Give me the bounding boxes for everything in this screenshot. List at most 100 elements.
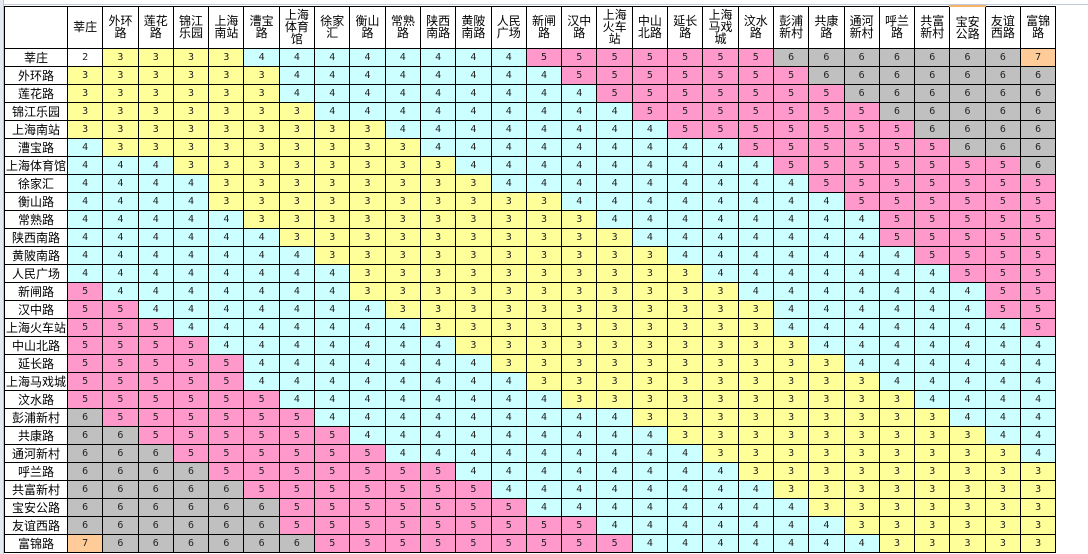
fare-cell[interactable]: 4: [349, 84, 386, 103]
fare-cell[interactable]: 3: [843, 516, 880, 535]
fare-cell[interactable]: 4: [490, 390, 527, 409]
fare-cell[interactable]: 6: [984, 138, 1022, 157]
fare-cell[interactable]: 4: [314, 300, 351, 319]
fare-cell[interactable]: 4: [137, 156, 174, 175]
fare-cell[interactable]: 4: [102, 264, 139, 283]
fare-cell[interactable]: 5: [243, 390, 280, 409]
fare-cell[interactable]: 4: [278, 282, 316, 301]
fare-cell[interactable]: 3: [490, 228, 527, 247]
fare-cell[interactable]: 4: [208, 264, 245, 283]
fare-cell[interactable]: 4: [172, 192, 210, 211]
fare-cell[interactable]: 5: [102, 318, 139, 337]
fare-cell[interactable]: 4: [490, 444, 527, 463]
fare-cell[interactable]: 4: [596, 480, 633, 499]
fare-cell[interactable]: 4: [667, 534, 704, 553]
fare-cell[interactable]: 4: [349, 300, 386, 319]
fare-cell[interactable]: 3: [808, 480, 845, 499]
column-header[interactable]: 汉中路: [561, 5, 598, 49]
fare-cell[interactable]: 4: [737, 282, 774, 301]
fare-cell[interactable]: 5: [984, 156, 1022, 175]
fare-cell[interactable]: 4: [667, 228, 704, 247]
fare-cell[interactable]: 3: [878, 534, 916, 553]
fare-cell[interactable]: 3: [702, 372, 739, 391]
fare-cell[interactable]: 5: [984, 264, 1022, 283]
fare-cell[interactable]: 4: [667, 444, 704, 463]
fare-cell[interactable]: 4: [808, 228, 845, 247]
fare-cell[interactable]: 4: [949, 354, 986, 373]
fare-cell[interactable]: 4: [314, 102, 351, 121]
fare-cell[interactable]: 6: [102, 426, 139, 445]
fare-cell[interactable]: 6: [208, 480, 245, 499]
fare-cell[interactable]: 4: [737, 174, 774, 193]
fare-cell[interactable]: 4: [349, 48, 386, 67]
fare-cell[interactable]: 6: [208, 498, 245, 517]
fare-cell[interactable]: 3: [384, 138, 421, 157]
fare-cell[interactable]: 4: [102, 246, 139, 265]
fare-cell[interactable]: 5: [561, 516, 598, 535]
fare-cell[interactable]: 4: [384, 372, 421, 391]
fare-cell[interactable]: 4: [384, 84, 421, 103]
fare-cell[interactable]: 3: [984, 480, 1022, 499]
row-header[interactable]: 上海南站: [4, 120, 68, 139]
column-header[interactable]: 共富新村: [914, 5, 951, 49]
fare-cell[interactable]: 6: [102, 444, 139, 463]
fare-cell[interactable]: 4: [172, 228, 210, 247]
fare-cell[interactable]: 5: [455, 534, 492, 553]
fare-cell[interactable]: 4: [1020, 336, 1057, 355]
fare-cell[interactable]: 5: [843, 192, 880, 211]
fare-cell[interactable]: 3: [525, 246, 563, 265]
fare-cell[interactable]: 3: [878, 444, 916, 463]
fare-cell[interactable]: 4: [278, 246, 316, 265]
fare-cell[interactable]: 6: [66, 444, 104, 463]
fare-cell[interactable]: 6: [243, 534, 280, 553]
fare-cell[interactable]: 4: [808, 264, 845, 283]
fare-cell[interactable]: 6: [66, 498, 104, 517]
fare-cell[interactable]: 6: [949, 102, 986, 121]
fare-cell[interactable]: 5: [419, 462, 457, 481]
fare-cell[interactable]: 4: [137, 264, 174, 283]
fare-cell[interactable]: 5: [314, 534, 351, 553]
fare-cell[interactable]: 3: [949, 462, 986, 481]
fare-cell[interactable]: 5: [137, 426, 174, 445]
fare-cell[interactable]: 4: [878, 336, 916, 355]
fare-cell[interactable]: 5: [278, 462, 316, 481]
fare-cell[interactable]: 4: [737, 264, 774, 283]
fare-cell[interactable]: 5: [843, 156, 880, 175]
fare-cell[interactable]: 4: [419, 354, 457, 373]
fare-cell[interactable]: 6: [843, 84, 880, 103]
fare-cell[interactable]: 3: [561, 390, 598, 409]
fare-cell[interactable]: 5: [949, 264, 986, 283]
fare-cell[interactable]: 3: [490, 264, 527, 283]
fare-cell[interactable]: 3: [208, 138, 245, 157]
row-header[interactable]: 漕宝路: [4, 138, 68, 157]
fare-cell[interactable]: 6: [137, 462, 174, 481]
fare-cell[interactable]: 5: [949, 246, 986, 265]
column-header[interactable]: 莲花路: [137, 5, 174, 49]
fare-cell[interactable]: 5: [843, 102, 880, 121]
fare-cell[interactable]: 3: [984, 516, 1022, 535]
fare-cell[interactable]: 3: [843, 426, 880, 445]
fare-cell[interactable]: 5: [137, 390, 174, 409]
fare-cell[interactable]: 4: [702, 516, 739, 535]
fare-cell[interactable]: 4: [455, 426, 492, 445]
fare-cell[interactable]: 6: [1020, 156, 1057, 175]
fare-cell[interactable]: 4: [278, 318, 316, 337]
column-header[interactable]: 徐家汇: [314, 5, 351, 49]
column-header[interactable]: 通河新村: [843, 5, 880, 49]
fare-cell[interactable]: 3: [631, 264, 669, 283]
fare-cell[interactable]: 3: [419, 192, 457, 211]
fare-cell[interactable]: 4: [455, 120, 492, 139]
fare-cell[interactable]: 4: [314, 282, 351, 301]
fare-cell[interactable]: 5: [949, 174, 986, 193]
fare-cell[interactable]: 3: [349, 264, 386, 283]
fare-cell[interactable]: 3: [525, 354, 563, 373]
fare-cell[interactable]: 4: [808, 192, 845, 211]
fare-cell[interactable]: 5: [949, 192, 986, 211]
fare-cell[interactable]: 4: [702, 480, 739, 499]
fare-cell[interactable]: 6: [208, 534, 245, 553]
fare-cell[interactable]: 5: [878, 138, 916, 157]
fare-cell[interactable]: 3: [384, 156, 421, 175]
fare-cell[interactable]: 3: [66, 84, 104, 103]
fare-cell[interactable]: 3: [984, 498, 1022, 517]
fare-cell[interactable]: 4: [490, 408, 527, 427]
